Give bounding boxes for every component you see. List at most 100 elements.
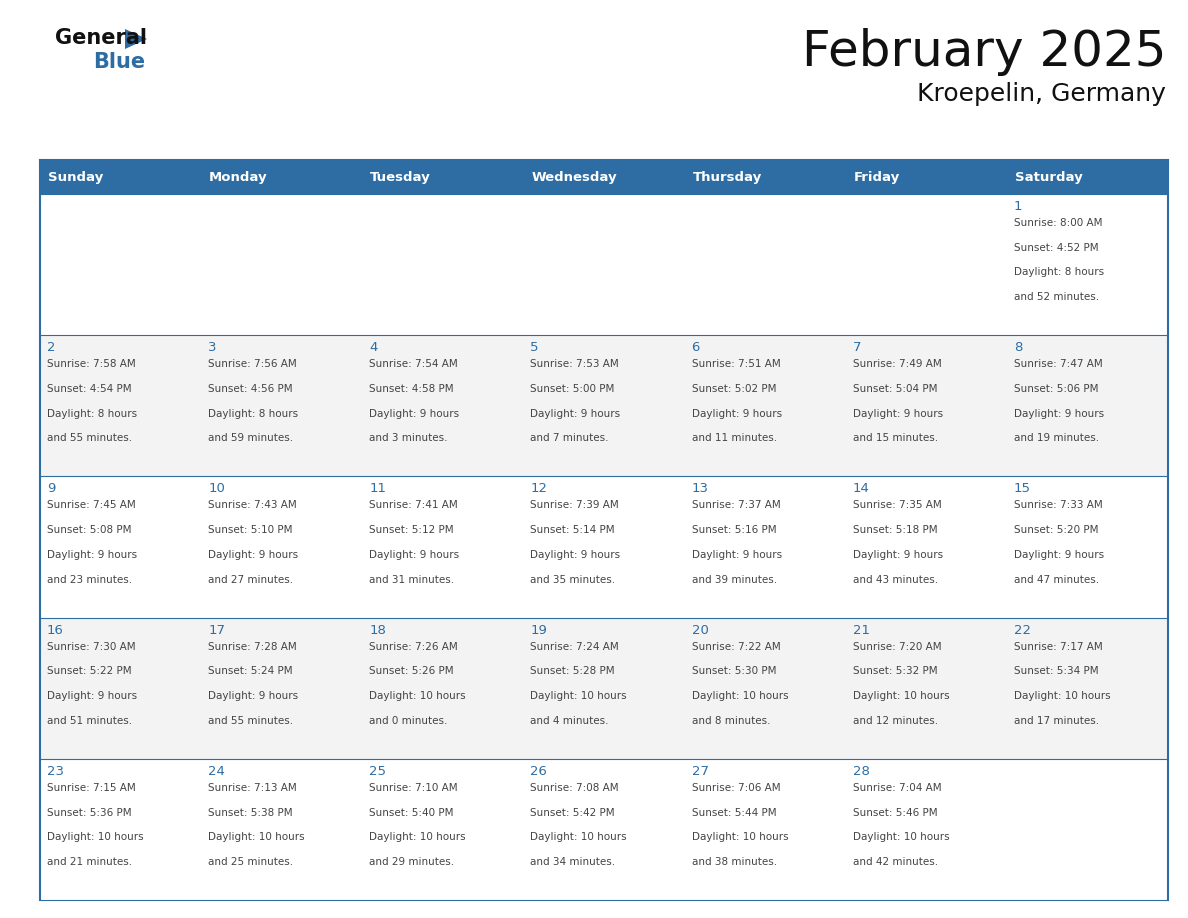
Text: Sunrise: 7:20 AM: Sunrise: 7:20 AM: [853, 642, 941, 652]
Text: Sunset: 5:34 PM: Sunset: 5:34 PM: [1013, 666, 1099, 677]
Text: Daylight: 8 hours: Daylight: 8 hours: [1013, 267, 1104, 277]
Text: Sunrise: 7:47 AM: Sunrise: 7:47 AM: [1013, 359, 1102, 369]
Text: and 38 minutes.: and 38 minutes.: [691, 856, 777, 867]
Text: 21: 21: [853, 623, 870, 636]
Bar: [362, 476, 524, 618]
Text: Sunset: 5:22 PM: Sunset: 5:22 PM: [48, 666, 132, 677]
Bar: [846, 476, 1007, 618]
Text: Sunset: 5:32 PM: Sunset: 5:32 PM: [853, 666, 937, 677]
Text: Sunset: 5:28 PM: Sunset: 5:28 PM: [530, 666, 615, 677]
Text: Daylight: 9 hours: Daylight: 9 hours: [530, 409, 620, 419]
Text: and 27 minutes.: and 27 minutes.: [208, 575, 293, 585]
Bar: [684, 335, 846, 476]
Text: Sunrise: 7:33 AM: Sunrise: 7:33 AM: [1013, 500, 1102, 510]
Text: Sunset: 5:14 PM: Sunset: 5:14 PM: [530, 525, 615, 535]
Text: and 42 minutes.: and 42 minutes.: [853, 856, 937, 867]
Text: 1: 1: [1013, 200, 1023, 213]
Text: Blue: Blue: [93, 52, 145, 72]
Bar: [40, 476, 201, 618]
Text: Sunset: 5:10 PM: Sunset: 5:10 PM: [208, 525, 292, 535]
Text: Sunset: 5:02 PM: Sunset: 5:02 PM: [691, 384, 776, 394]
Text: 10: 10: [208, 482, 225, 496]
Text: Sunrise: 7:53 AM: Sunrise: 7:53 AM: [530, 359, 619, 369]
Text: and 11 minutes.: and 11 minutes.: [691, 433, 777, 443]
Text: Daylight: 9 hours: Daylight: 9 hours: [691, 409, 782, 419]
Bar: [846, 618, 1007, 759]
Bar: [40, 194, 201, 335]
Bar: [524, 618, 684, 759]
Text: Daylight: 8 hours: Daylight: 8 hours: [48, 409, 137, 419]
Bar: [362, 194, 524, 335]
Text: Sunrise: 7:43 AM: Sunrise: 7:43 AM: [208, 500, 297, 510]
Bar: [362, 335, 524, 476]
Text: Sunset: 5:06 PM: Sunset: 5:06 PM: [1013, 384, 1099, 394]
Bar: [524, 335, 684, 476]
Bar: [1007, 194, 1168, 335]
Bar: [846, 335, 1007, 476]
Bar: [201, 618, 362, 759]
Text: 20: 20: [691, 623, 708, 636]
Text: Sunrise: 7:54 AM: Sunrise: 7:54 AM: [369, 359, 459, 369]
Text: Sunrise: 7:08 AM: Sunrise: 7:08 AM: [530, 783, 619, 793]
Text: Daylight: 10 hours: Daylight: 10 hours: [530, 691, 627, 701]
Text: and 12 minutes.: and 12 minutes.: [853, 716, 937, 726]
Text: and 39 minutes.: and 39 minutes.: [691, 575, 777, 585]
Bar: [362, 759, 524, 900]
Polygon shape: [125, 29, 147, 49]
Text: Sunrise: 7:24 AM: Sunrise: 7:24 AM: [530, 642, 619, 652]
Text: Sunrise: 7:04 AM: Sunrise: 7:04 AM: [853, 783, 941, 793]
Text: 15: 15: [1013, 482, 1031, 496]
Text: 13: 13: [691, 482, 708, 496]
Text: 5: 5: [530, 341, 539, 354]
Text: 27: 27: [691, 765, 708, 778]
Text: Daylight: 9 hours: Daylight: 9 hours: [853, 409, 943, 419]
Text: Daylight: 9 hours: Daylight: 9 hours: [1013, 409, 1104, 419]
Text: Sunset: 5:08 PM: Sunset: 5:08 PM: [48, 525, 132, 535]
Text: Sunset: 5:20 PM: Sunset: 5:20 PM: [1013, 525, 1099, 535]
Bar: [40, 618, 201, 759]
Text: and 8 minutes.: and 8 minutes.: [691, 716, 770, 726]
Text: Sunset: 5:24 PM: Sunset: 5:24 PM: [208, 666, 292, 677]
Text: Sunset: 5:00 PM: Sunset: 5:00 PM: [530, 384, 615, 394]
Text: and 25 minutes.: and 25 minutes.: [208, 856, 293, 867]
Text: and 55 minutes.: and 55 minutes.: [48, 433, 132, 443]
Text: 8: 8: [1013, 341, 1022, 354]
Text: Sunset: 5:16 PM: Sunset: 5:16 PM: [691, 525, 776, 535]
Bar: [201, 476, 362, 618]
Text: and 52 minutes.: and 52 minutes.: [1013, 292, 1099, 302]
Text: Friday: Friday: [854, 171, 901, 184]
Bar: [684, 194, 846, 335]
Text: Daylight: 9 hours: Daylight: 9 hours: [369, 409, 460, 419]
Text: 4: 4: [369, 341, 378, 354]
Text: Sunset: 5:36 PM: Sunset: 5:36 PM: [48, 808, 132, 818]
Text: 23: 23: [48, 765, 64, 778]
Bar: [201, 759, 362, 900]
Text: Sunrise: 7:37 AM: Sunrise: 7:37 AM: [691, 500, 781, 510]
Text: and 23 minutes.: and 23 minutes.: [48, 575, 132, 585]
Text: Sunrise: 7:51 AM: Sunrise: 7:51 AM: [691, 359, 781, 369]
Text: Sunrise: 7:26 AM: Sunrise: 7:26 AM: [369, 642, 459, 652]
Text: 16: 16: [48, 623, 64, 636]
Text: Sunrise: 7:56 AM: Sunrise: 7:56 AM: [208, 359, 297, 369]
Bar: [1007, 160, 1168, 194]
Text: and 35 minutes.: and 35 minutes.: [530, 575, 615, 585]
Text: 2: 2: [48, 341, 56, 354]
Text: Daylight: 10 hours: Daylight: 10 hours: [530, 833, 627, 842]
Text: Sunset: 4:52 PM: Sunset: 4:52 PM: [1013, 242, 1099, 252]
Bar: [40, 759, 201, 900]
Bar: [40, 335, 201, 476]
Text: and 31 minutes.: and 31 minutes.: [369, 575, 455, 585]
Text: Daylight: 10 hours: Daylight: 10 hours: [369, 833, 466, 842]
Text: Daylight: 10 hours: Daylight: 10 hours: [691, 833, 788, 842]
Bar: [684, 759, 846, 900]
Text: Daylight: 9 hours: Daylight: 9 hours: [1013, 550, 1104, 560]
Bar: [362, 160, 524, 194]
Text: Sunrise: 7:17 AM: Sunrise: 7:17 AM: [1013, 642, 1102, 652]
Text: Sunrise: 7:28 AM: Sunrise: 7:28 AM: [208, 642, 297, 652]
Text: Sunset: 5:30 PM: Sunset: 5:30 PM: [691, 666, 776, 677]
Text: Daylight: 10 hours: Daylight: 10 hours: [208, 833, 305, 842]
Bar: [846, 759, 1007, 900]
Text: Monday: Monday: [209, 171, 267, 184]
Text: Daylight: 9 hours: Daylight: 9 hours: [530, 550, 620, 560]
Text: 22: 22: [1013, 623, 1031, 636]
